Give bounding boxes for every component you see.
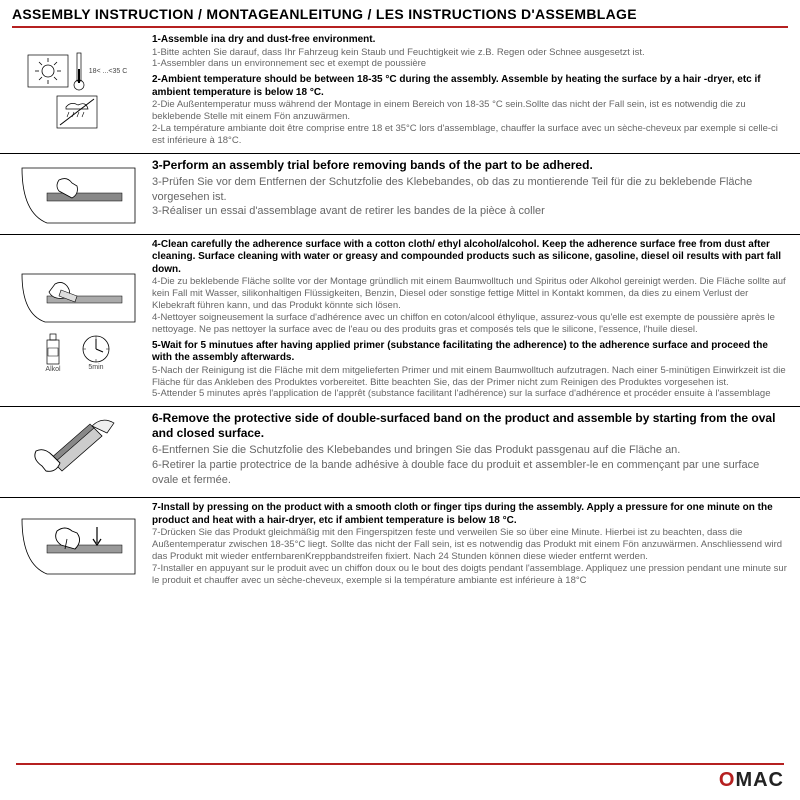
- step7-de: 7-Drücken Sie das Produkt gleichmäßig mi…: [152, 527, 788, 563]
- footer-divider: [16, 763, 784, 765]
- step6-de: 6-Entfernen Sie die Schutzfolie des Kleb…: [152, 443, 788, 458]
- step4-en: 4-Clean carefully the adherence surface …: [152, 239, 788, 277]
- logo-o: O: [719, 769, 736, 792]
- step2-de: 2-Die Außentemperatur muss während der M…: [152, 99, 788, 123]
- step5-de: 5-Nach der Reinigung ist die Fläche mit …: [152, 365, 788, 389]
- step7-fr: 7-Installer en appuyant sur le produit a…: [152, 563, 788, 587]
- step6-fr: 6-Retirer la partie protectrice de la ba…: [152, 458, 788, 488]
- step1-fr: 1-Assembler dans un environnement sec et…: [152, 58, 788, 70]
- illus-3: [12, 158, 142, 228]
- illus-6: [12, 411, 142, 491]
- step-6-text: 6-Remove the protective side of double-s…: [152, 411, 788, 491]
- step-row-7: 7-Install by pressing on the product wit…: [0, 498, 800, 592]
- illus-7: [12, 502, 142, 586]
- step4-fr: 4-Nettoyer soigneusement la surface d'ad…: [152, 312, 788, 336]
- step2-fr: 2-La température ambiante doit être comp…: [152, 123, 788, 147]
- step6-en: 6-Remove the protective side of double-s…: [152, 411, 788, 441]
- step3-fr: 3-Réaliser un essai d'assemblage avant d…: [152, 204, 788, 219]
- temp-label: 18< ...<35 C: [89, 68, 128, 75]
- omac-logo: OMAC: [16, 769, 784, 792]
- header: ASSEMBLY INSTRUCTION / MONTAGEANLEITUNG …: [0, 0, 800, 26]
- step-1-text: 1-Assemble ina dry and dust-free environ…: [152, 34, 788, 147]
- step1-de: 1-Bitte achten Sie darauf, dass Ihr Fahr…: [152, 47, 788, 59]
- illus-1: 18< ...<35 C: [12, 34, 142, 147]
- thermometer-icon: [73, 51, 85, 91]
- step-4-5-text: 4-Clean carefully the adherence surface …: [152, 239, 788, 401]
- step-row-6: 6-Remove the protective side of double-s…: [0, 407, 800, 498]
- footer: OMAC: [0, 763, 800, 792]
- peel-tape-icon: [22, 411, 132, 491]
- trial-fit-icon: [17, 158, 137, 228]
- logo-mac: MAC: [735, 769, 784, 791]
- step5-en: 5-Wait for 5 minutues after having appli…: [152, 340, 788, 365]
- cleaning-icon: [17, 266, 137, 326]
- press-install-icon: [17, 509, 137, 579]
- 5min-label: 5min: [81, 364, 111, 371]
- step7-en: 7-Install by pressing on the product wit…: [152, 502, 788, 527]
- illus-4-5: Alkol 5min: [12, 239, 142, 401]
- step-3-text: 3-Perform an assembly trial before remov…: [152, 158, 788, 228]
- alcohol-label: Alkol: [43, 366, 63, 373]
- step-row-3: 3-Perform an assembly trial before remov…: [0, 154, 800, 235]
- step5-fr: 5-Attender 5 minutes après l'application…: [152, 388, 788, 400]
- header-divider: [12, 26, 788, 28]
- rain-crossed-icon: [56, 95, 98, 129]
- step-row-1: 18< ...<35 C 1-Assemble ina dry and dust…: [0, 30, 800, 154]
- sun-box-icon: [27, 54, 69, 88]
- page-title: ASSEMBLY INSTRUCTION / MONTAGEANLEITUNG …: [12, 6, 788, 22]
- step1-en: 1-Assemble ina dry and dust-free environ…: [152, 34, 788, 47]
- step-row-4-5: Alkol 5min 4-Clean carefully the adheren…: [0, 235, 800, 408]
- step4-de: 4-Die zu beklebende Fläche sollte vor de…: [152, 276, 788, 312]
- bottle-icon: [43, 332, 63, 366]
- step3-de: 3-Prüfen Sie vor dem Entfernen der Schut…: [152, 175, 788, 205]
- step-7-text: 7-Install by pressing on the product wit…: [152, 502, 788, 586]
- step2-en: 2-Ambient temperature should be between …: [152, 74, 788, 99]
- clock-icon: [81, 334, 111, 364]
- step3-en: 3-Perform an assembly trial before remov…: [152, 158, 788, 173]
